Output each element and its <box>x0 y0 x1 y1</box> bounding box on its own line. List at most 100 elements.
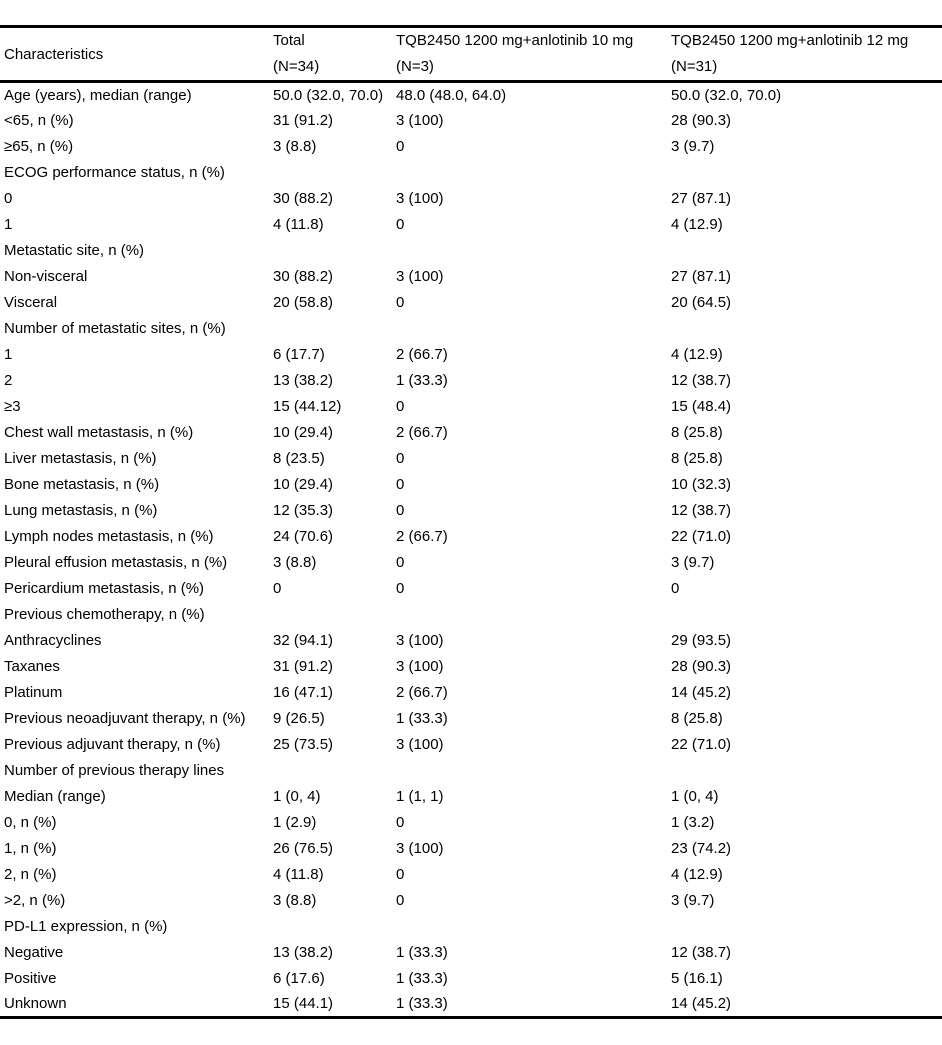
table-row: 1 6 (17.7) 2 (66.7) 4 (12.9) <box>0 342 942 368</box>
table-row: Positive 6 (17.6) 1 (33.3) 5 (16.1) <box>0 966 942 992</box>
cell-arm-12mg: 14 (45.2) <box>671 995 732 1013</box>
table-row: Previous chemotherapy, n (%) <box>0 602 942 628</box>
row-label: Non-visceral <box>4 268 88 285</box>
header-arm-10mg-label: TQB2450 1200 mg+anlotinib 10 mg <box>396 32 634 49</box>
cell-arm-10mg: 1 (1, 1) <box>396 788 444 805</box>
cell-arm-10mg: 1 (33.3) <box>396 995 448 1013</box>
cell-arm-12mg: 1 (0, 4) <box>671 788 719 805</box>
cell-arm-10mg: 3 (100) <box>396 736 444 753</box>
cell-arm-12mg: 27 (87.1) <box>671 268 732 285</box>
cell-arm-10mg <box>395 602 670 628</box>
cell-arm-10mg: 2 (66.7) <box>396 684 448 701</box>
table-row: 0, n (%) 1 (2.9) 0 1 (3.2) <box>0 810 942 836</box>
cell-total <box>272 602 395 628</box>
row-label: Age (years), median (range) <box>4 86 192 104</box>
cell-total <box>272 316 395 342</box>
cell-total: 30 (88.2) <box>273 268 334 285</box>
table-row: Previous adjuvant therapy, n (%) 25 (73.5… <box>0 732 942 758</box>
cell-arm-10mg: 48.0 (48.0, 64.0) <box>396 86 507 104</box>
table-row: Number of previous therapy lines <box>0 758 942 784</box>
cell-total: 50.0 (32.0, 70.0) <box>273 86 384 104</box>
cell-arm-12mg: 8 (25.8) <box>671 450 723 467</box>
row-label: Metastatic site, n (%) <box>4 242 145 259</box>
cell-arm-12mg: 14 (45.2) <box>671 684 732 701</box>
cell-total: 8 (23.5) <box>273 450 325 467</box>
header-arm-12mg: TQB2450 1200 mg+anlotinib 12 mg (N=31) <box>670 27 942 82</box>
row-label: Taxanes <box>4 658 60 675</box>
table-row: <65, n (%) 31 (91.2) 3 (100) 28 (90.3) <box>0 108 942 134</box>
table-row: Chest wall metastasis, n (%) 10 (29.4) 2 (… <box>0 420 942 446</box>
row-label: Liver metastasis, n (%) <box>4 450 157 467</box>
cell-total: 1 (0, 4) <box>273 788 321 805</box>
cell-arm-10mg: 0 <box>396 580 405 597</box>
cell-total: 9 (26.5) <box>273 710 325 727</box>
cell-arm-12mg: 15 (48.4) <box>671 398 732 415</box>
cell-arm-10mg: 0 <box>396 554 405 571</box>
table-row: Previous neoadjuvant therapy, n (%) 9 (26… <box>0 706 942 732</box>
row-label: 1, n (%) <box>4 840 57 857</box>
table-row: Anthracyclines 32 (94.1) 3 (100) 29 (93.5) <box>0 628 942 654</box>
cell-arm-10mg: 1 (33.3) <box>396 710 448 727</box>
cell-arm-10mg: 0 <box>396 476 405 493</box>
cell-total: 4 (11.8) <box>273 866 324 883</box>
cell-arm-10mg: 1 (33.3) <box>396 372 448 389</box>
row-label: Previous chemotherapy, n (%) <box>4 606 205 623</box>
table-row: >2, n (%) 3 (8.8) 0 3 (9.7) <box>0 888 942 914</box>
cell-total: 6 (17.6) <box>273 970 325 987</box>
cell-arm-10mg <box>395 238 670 264</box>
cell-arm-10mg: 3 (100) <box>396 840 444 857</box>
header-arm-10mg: TQB2450 1200 mg+anlotinib 10 mg (N=3) <box>395 27 670 82</box>
cell-total: 4 (11.8) <box>273 216 324 233</box>
row-label: Visceral <box>4 294 58 311</box>
table-row: Visceral 20 (58.8) 0 20 (64.5) <box>0 290 942 316</box>
cell-arm-12mg: 23 (74.2) <box>671 840 732 857</box>
row-label: Previous adjuvant therapy, n (%) <box>4 736 221 753</box>
table-row: Taxanes 31 (91.2) 3 (100) 28 (90.3) <box>0 654 942 680</box>
table-row: ≥65, n (%) 3 (8.8) 0 3 (9.7) <box>0 134 942 160</box>
cell-total: 15 (44.1) <box>273 995 334 1013</box>
row-label: Unknown <box>4 995 67 1013</box>
cell-arm-12mg: 4 (12.9) <box>671 866 723 883</box>
row-label: 2 <box>4 372 13 389</box>
row-label: Pericardium metastasis, n (%) <box>4 580 205 597</box>
cell-total: 0 <box>273 580 282 597</box>
cell-total <box>272 758 395 784</box>
header-total-n: (N=34) <box>273 58 320 75</box>
cell-arm-10mg <box>395 914 670 940</box>
row-label: Chest wall metastasis, n (%) <box>4 424 194 441</box>
cell-total: 16 (47.1) <box>273 684 334 701</box>
cell-total: 26 (76.5) <box>273 840 334 857</box>
row-label: Lung metastasis, n (%) <box>4 502 158 519</box>
table-body: Age (years), median (range) 50.0 (32.0, 7… <box>0 82 942 1018</box>
cell-total: 31 (91.2) <box>273 112 334 129</box>
header-total: Total (N=34) <box>272 27 395 82</box>
cell-arm-12mg: 20 (64.5) <box>671 294 732 311</box>
cell-arm-12mg: 28 (90.3) <box>671 658 732 675</box>
cell-arm-12mg <box>670 758 942 784</box>
cell-arm-10mg <box>395 316 670 342</box>
cell-arm-10mg: 0 <box>396 216 405 233</box>
header-arm-12mg-n: (N=31) <box>671 58 718 75</box>
row-label: ≥65, n (%) <box>4 138 74 155</box>
table-row: Non-visceral 30 (88.2) 3 (100) 27 (87.1) <box>0 264 942 290</box>
cell-arm-10mg: 2 (66.7) <box>396 346 448 363</box>
cell-arm-10mg: 0 <box>396 502 405 519</box>
cell-total: 6 (17.7) <box>273 346 325 363</box>
row-label: Platinum <box>4 684 63 701</box>
row-label: Pleural effusion metastasis, n (%) <box>4 554 228 571</box>
table-row: Number of metastatic sites, n (%) <box>0 316 942 342</box>
cell-arm-12mg: 8 (25.8) <box>671 424 723 441</box>
cell-arm-12mg: 12 (38.7) <box>671 502 732 519</box>
table-row: Lung metastasis, n (%) 12 (35.3) 0 12 (38.7… <box>0 498 942 524</box>
cell-arm-12mg: 4 (12.9) <box>671 346 723 363</box>
table-row: Lymph nodes metastasis, n (%) 24 (70.6) 2 … <box>0 524 942 550</box>
cell-arm-12mg: 0 <box>671 580 680 597</box>
table-row: Bone metastasis, n (%) 10 (29.4) 0 10 (32.3… <box>0 472 942 498</box>
table-row: Unknown 15 (44.1) 1 (33.3) 14 (45.2) <box>0 992 942 1018</box>
cell-arm-10mg: 0 <box>396 294 405 311</box>
cell-total <box>272 238 395 264</box>
cell-arm-10mg: 3 (100) <box>396 268 444 285</box>
table-row: Age (years), median (range) 50.0 (32.0, 7… <box>0 82 942 108</box>
cell-arm-10mg: 0 <box>396 450 405 467</box>
cell-arm-12mg: 27 (87.1) <box>671 190 732 207</box>
